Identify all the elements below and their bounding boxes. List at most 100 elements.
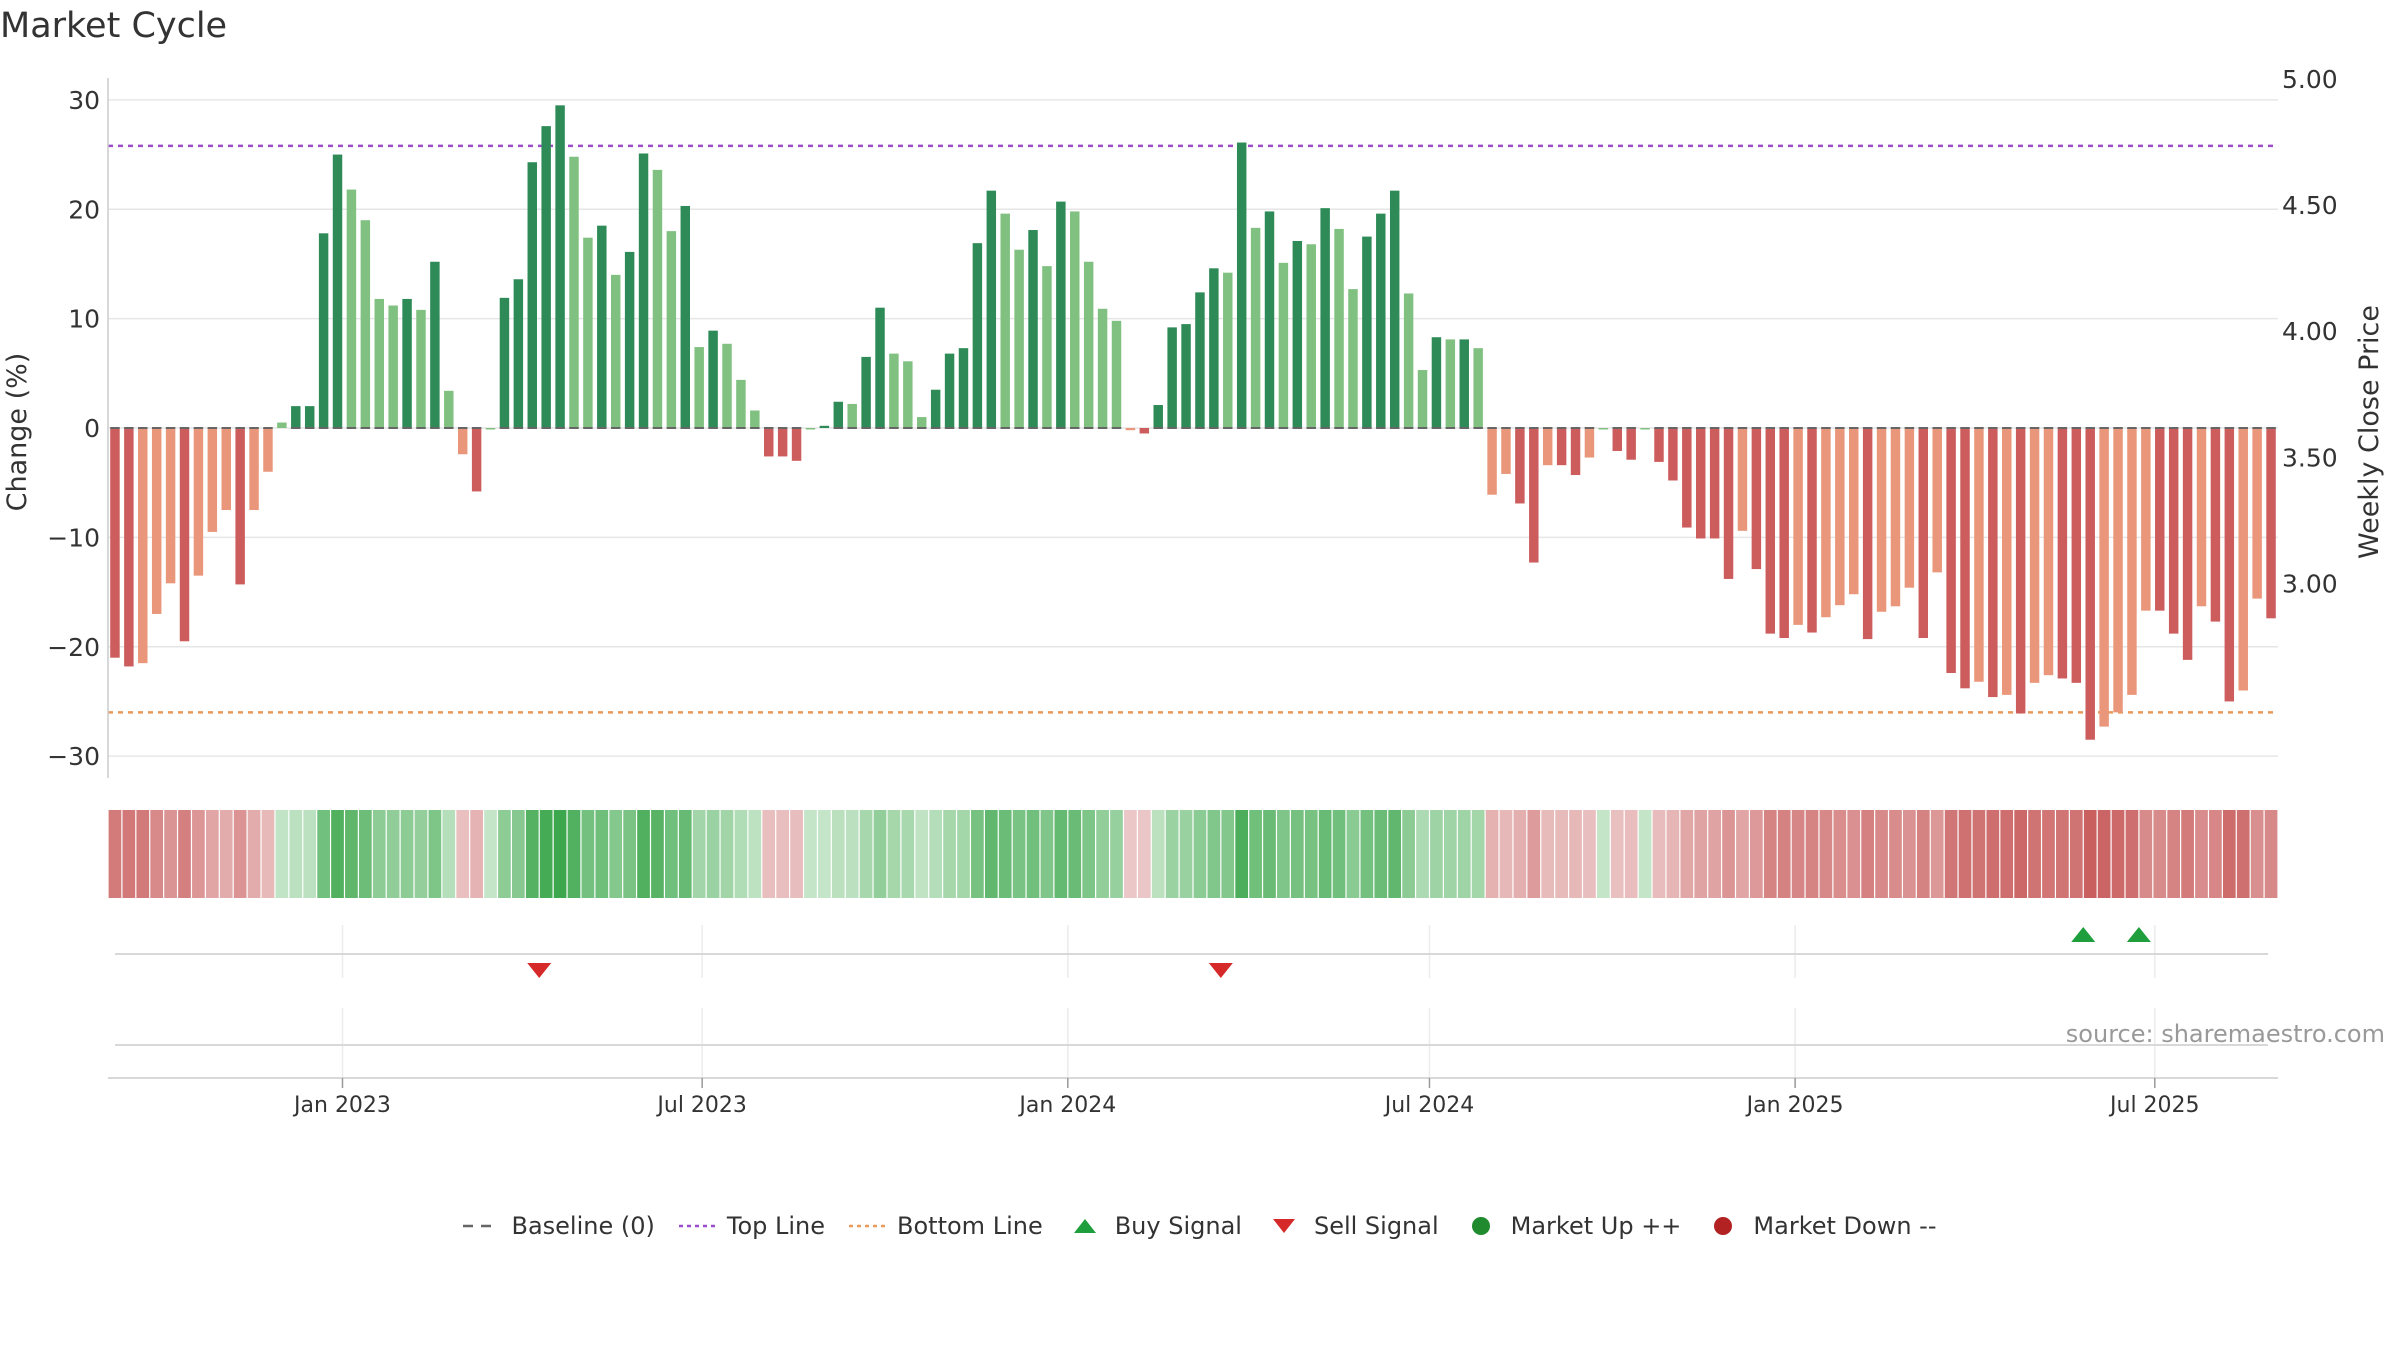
heat-cell bbox=[915, 810, 929, 898]
change-bar bbox=[2071, 428, 2082, 683]
legend-symbol-triangle-up bbox=[1073, 1219, 1096, 1233]
legend-item: Bottom Line bbox=[849, 1212, 1043, 1240]
heat-cell bbox=[1402, 810, 1415, 898]
change-bar bbox=[1278, 262, 1289, 428]
heat-cell bbox=[205, 810, 219, 898]
heat-cell bbox=[1875, 810, 1888, 898]
y-left-tick-label: −30 bbox=[47, 742, 100, 771]
legend-label: Sell Signal bbox=[1313, 1212, 1439, 1240]
change-bar bbox=[1389, 190, 1400, 428]
heat-cell bbox=[706, 810, 720, 898]
heat-cell bbox=[1583, 810, 1596, 898]
change-bar bbox=[527, 162, 537, 428]
x-tick-label: Jul 2023 bbox=[655, 1093, 747, 1118]
change-bar bbox=[791, 428, 802, 461]
heat-cell bbox=[1430, 810, 1443, 898]
heat-cell bbox=[1805, 810, 1819, 898]
change-bar bbox=[1612, 428, 1622, 451]
heat-cell bbox=[484, 810, 497, 898]
x-tick-label: Jul 2025 bbox=[2108, 1093, 2200, 1118]
change-bar bbox=[1890, 428, 1901, 607]
change-bar bbox=[833, 401, 844, 428]
change-bar bbox=[889, 353, 899, 428]
heat-cell bbox=[1527, 810, 1541, 898]
y-left-tick-label: −10 bbox=[47, 523, 100, 552]
signal-panel bbox=[115, 927, 2268, 1046]
heat-cell bbox=[1318, 810, 1332, 898]
heat-cell bbox=[108, 810, 122, 898]
change-bar bbox=[1264, 211, 1275, 428]
heat-cell bbox=[1833, 810, 1847, 898]
heat-cell bbox=[998, 810, 1012, 898]
change-bar bbox=[1862, 428, 1873, 640]
heat-cell bbox=[345, 810, 358, 898]
change-bar bbox=[2266, 428, 2276, 619]
change-bar bbox=[1807, 428, 1817, 633]
heat-cell bbox=[1388, 810, 1402, 898]
heat-cell bbox=[734, 810, 748, 898]
change-bar bbox=[541, 126, 551, 428]
x-tick-label: Jan 2023 bbox=[292, 1093, 391, 1118]
heat-cell bbox=[2014, 810, 2028, 898]
change-bar bbox=[513, 279, 524, 428]
change-bar bbox=[1598, 428, 1609, 430]
heat-cell bbox=[2083, 810, 2097, 898]
change-bar bbox=[151, 428, 162, 614]
change-bar bbox=[471, 428, 482, 492]
heat-cell bbox=[678, 810, 692, 898]
change-bar bbox=[374, 298, 384, 428]
change-bar bbox=[138, 428, 148, 664]
change-bars bbox=[110, 105, 2276, 740]
heat-cell bbox=[358, 810, 372, 898]
legend: Baseline (0) Top Line Bottom Line Buy Signa… bbox=[0, 1212, 2400, 1240]
change-bar bbox=[1570, 428, 1581, 476]
y-left-tick-label: 0 bbox=[84, 414, 100, 443]
change-bar bbox=[110, 428, 120, 658]
legend-item: Market Down -- bbox=[1705, 1212, 1937, 1240]
heat-cell bbox=[1722, 810, 1735, 898]
heat-cell bbox=[1513, 810, 1527, 898]
change-bar bbox=[903, 361, 913, 428]
change-bar bbox=[360, 220, 371, 428]
change-bar bbox=[666, 231, 677, 428]
change-bar bbox=[2029, 428, 2040, 683]
change-bar bbox=[388, 305, 398, 428]
heat-cell bbox=[845, 810, 859, 898]
heat-cell bbox=[2264, 810, 2278, 898]
heat-cell bbox=[1958, 810, 1972, 898]
change-bar bbox=[1835, 428, 1845, 606]
heat-cell bbox=[1082, 810, 1096, 898]
change-bar bbox=[2141, 428, 2151, 611]
x-tick-label: Jul 2024 bbox=[1383, 1093, 1475, 1118]
change-bar bbox=[1125, 428, 1136, 431]
heat-cell bbox=[901, 810, 915, 898]
change-bar bbox=[1292, 240, 1303, 428]
heat-cell bbox=[1332, 810, 1346, 898]
change-bar bbox=[1097, 308, 1108, 428]
heat-cell bbox=[289, 810, 303, 898]
change-bar bbox=[1459, 339, 1469, 428]
heat-cell bbox=[1777, 810, 1791, 898]
heat-cell bbox=[1624, 810, 1638, 898]
legend-triangle-up bbox=[1073, 1219, 1096, 1233]
heat-cell bbox=[2125, 810, 2139, 898]
change-bar bbox=[318, 233, 329, 428]
legend-symbol-circle bbox=[1714, 1217, 1733, 1235]
heat-cell bbox=[1277, 810, 1290, 898]
heat-cell bbox=[1096, 810, 1109, 898]
heat-cell bbox=[887, 810, 901, 898]
heat-cell bbox=[136, 810, 150, 898]
heat-cell bbox=[1012, 810, 1026, 898]
change-bar bbox=[1751, 428, 1762, 570]
change-bar bbox=[2168, 428, 2179, 634]
change-bar bbox=[1028, 230, 1038, 428]
change-bar bbox=[1153, 405, 1163, 428]
change-bar bbox=[2099, 428, 2109, 727]
heat-cell bbox=[692, 810, 706, 898]
change-bar bbox=[722, 343, 732, 428]
heat-cell bbox=[511, 810, 525, 898]
change-bar bbox=[1445, 339, 1456, 428]
change-bar bbox=[1946, 428, 1956, 673]
heat-cell bbox=[1040, 810, 1054, 898]
legend-item: Sell Signal bbox=[1266, 1212, 1439, 1240]
